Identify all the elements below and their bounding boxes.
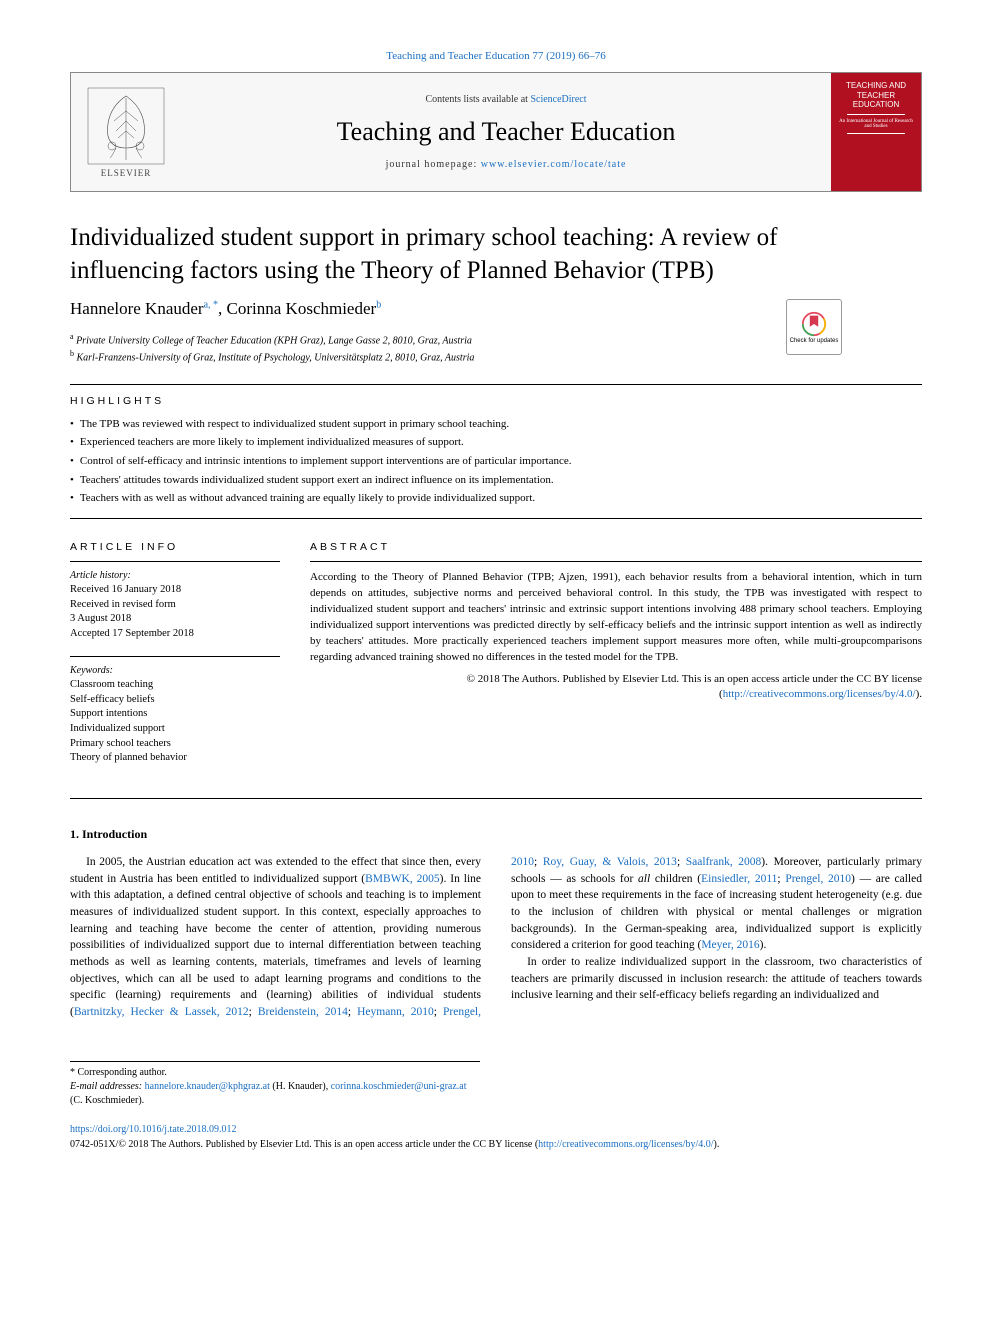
body-columns: In 2005, the Austrian education act was … (70, 854, 922, 1021)
email-label: E-mail addresses: (70, 1081, 142, 1092)
email2-name: (C. Koschmieder). (70, 1095, 144, 1106)
journal-header: ELSEVIER Contents lists available at Sci… (70, 72, 922, 192)
title-row: Individualized student support in primar… (70, 222, 922, 287)
keywords-text: Classroom teachingSelf-efficacy beliefsS… (70, 678, 280, 766)
email-1[interactable]: hannelore.knauder@kphgraz.at (145, 1081, 270, 1092)
p2-ital: all (638, 873, 650, 885)
history-label: Article history: (70, 570, 280, 581)
meta-abstract-row: ARTICLE INFO Article history: Received 1… (70, 531, 922, 780)
abstract-text: According to the Theory of Planned Behav… (310, 570, 922, 666)
email-2[interactable]: corinna.koschmieder@uni-graz.at (331, 1081, 467, 1092)
author-1-sup: a, * (204, 299, 218, 310)
homepage-link[interactable]: www.elsevier.com/locate/tate (481, 159, 627, 170)
doi-link[interactable]: https://doi.org/10.1016/j.tate.2018.09.0… (70, 1124, 236, 1135)
highlight-item: Control of self-efficacy and intrinsic i… (70, 452, 922, 471)
header-center: Contents lists available at ScienceDirec… (181, 86, 831, 178)
highlight-item: Teachers' attitudes towards individualiz… (70, 471, 922, 490)
rule-1 (70, 384, 922, 385)
author-1: Hannelore Knauder (70, 299, 204, 318)
author-2-sup: b (376, 299, 381, 310)
keywords-label: Keywords: (70, 665, 280, 676)
check-updates-badge[interactable]: Check for updates (786, 299, 842, 355)
copyright-text: © 2018 The Authors. Published by Elsevie… (467, 673, 922, 685)
article-info-label: ARTICLE INFO (70, 541, 280, 553)
abstract-col: ABSTRACT According to the Theory of Plan… (310, 531, 922, 780)
author-2: Corinna Koschmieder (227, 299, 377, 318)
top-citation: Teaching and Teacher Education 77 (2019)… (70, 50, 922, 62)
crossmark-icon (800, 310, 828, 338)
cover-title: TEACHING AND TEACHER EDUCATION (835, 81, 917, 110)
cc-link[interactable]: http://creativecommons.org/licenses/by/4… (723, 688, 916, 700)
email-line: E-mail addresses: hannelore.knauder@kphg… (70, 1080, 480, 1108)
ref-meyer[interactable]: Meyer, 2016 (701, 939, 759, 951)
contents-available: Contents lists available at ScienceDirec… (181, 94, 831, 105)
history-text: Received 16 January 2018Received in revi… (70, 583, 280, 642)
homepage-prefix: journal homepage: (386, 159, 481, 170)
ref-prengel2[interactable]: Prengel, 2010 (785, 873, 851, 885)
highlights-label: HIGHLIGHTS (70, 395, 922, 407)
ref-breidenstein[interactable]: Breidenstein, 2014 (258, 1006, 348, 1018)
rule-2 (70, 518, 922, 519)
journal-name: Teaching and Teacher Education (181, 117, 831, 147)
ref-bmbwk[interactable]: BMBWK, 2005 (365, 873, 440, 885)
cc-link-footer[interactable]: http://creativecommons.org/licenses/by/4… (538, 1139, 713, 1150)
email1-name: (H. Knauder), (270, 1081, 331, 1092)
aff-a-text: Private University College of Teacher Ed… (76, 335, 472, 346)
issn-b: ). (714, 1139, 720, 1150)
article-title: Individualized student support in primar… (70, 222, 786, 287)
homepage-line: journal homepage: www.elsevier.com/locat… (181, 159, 831, 170)
rule-3 (70, 798, 922, 799)
elsevier-name: ELSEVIER (101, 168, 152, 178)
rule-info (70, 561, 280, 562)
issn-a: 0742-051X/© 2018 The Authors. Published … (70, 1139, 538, 1150)
ref-saalfrank[interactable]: Saalfrank, 2008 (686, 856, 762, 868)
highlight-item: Teachers with as well as without advance… (70, 489, 922, 508)
highlight-item: The TPB was reviewed with respect to ind… (70, 415, 922, 434)
copyright-block: © 2018 The Authors. Published by Elsevie… (310, 672, 922, 703)
highlights-list: The TPB was reviewed with respect to ind… (70, 415, 922, 508)
elsevier-tree-icon (86, 86, 166, 166)
p2c: children ( (650, 873, 701, 885)
elsevier-logo[interactable]: ELSEVIER (71, 73, 181, 191)
check-updates-label: Check for updates (790, 338, 839, 344)
ref-roy[interactable]: Roy, Guay, & Valois, 2013 (543, 856, 677, 868)
body-p3: In order to realize individualized suppo… (511, 954, 922, 1004)
cover-divider (847, 114, 904, 115)
cover-subtitle: An International Journal of Research and… (835, 119, 917, 129)
abstract-label: ABSTRACT (310, 541, 922, 553)
page-container: Teaching and Teacher Education 77 (2019)… (0, 0, 992, 1182)
p1b: ). In line with this adaptation, a defin… (70, 873, 481, 968)
article-info-col: ARTICLE INFO Article history: Received 1… (70, 531, 280, 780)
journal-cover[interactable]: TEACHING AND TEACHER EDUCATION An Intern… (831, 73, 921, 191)
author-sep: , (218, 299, 227, 318)
footer-block: https://doi.org/10.1016/j.tate.2018.09.0… (70, 1122, 922, 1152)
intro-heading: 1. Introduction (70, 827, 922, 842)
ref-heymann[interactable]: Heymann, 2010 (357, 1006, 434, 1018)
corresponding-author: * Corresponding author. (70, 1066, 480, 1080)
contents-prefix: Contents lists available at (425, 94, 530, 105)
ref-bartnitzky[interactable]: Bartnitzky, Hecker & Lassek, 2012 (74, 1006, 249, 1018)
ref-einsiedler[interactable]: Einsiedler, 2011 (701, 873, 777, 885)
highlight-item: Experienced teachers are more likely to … (70, 433, 922, 452)
cover-divider-2 (847, 133, 904, 134)
sciencedirect-link[interactable]: ScienceDirect (530, 94, 586, 105)
citation-link[interactable]: Teaching and Teacher Education 77 (2019)… (386, 50, 605, 62)
footnote-block: * Corresponding author. E-mail addresses… (70, 1061, 480, 1108)
aff-b-text: Karl-Franzens-University of Graz, Instit… (77, 353, 475, 364)
p2e: ). (760, 939, 767, 951)
rule-abs (310, 561, 922, 562)
rule-kw (70, 656, 280, 657)
